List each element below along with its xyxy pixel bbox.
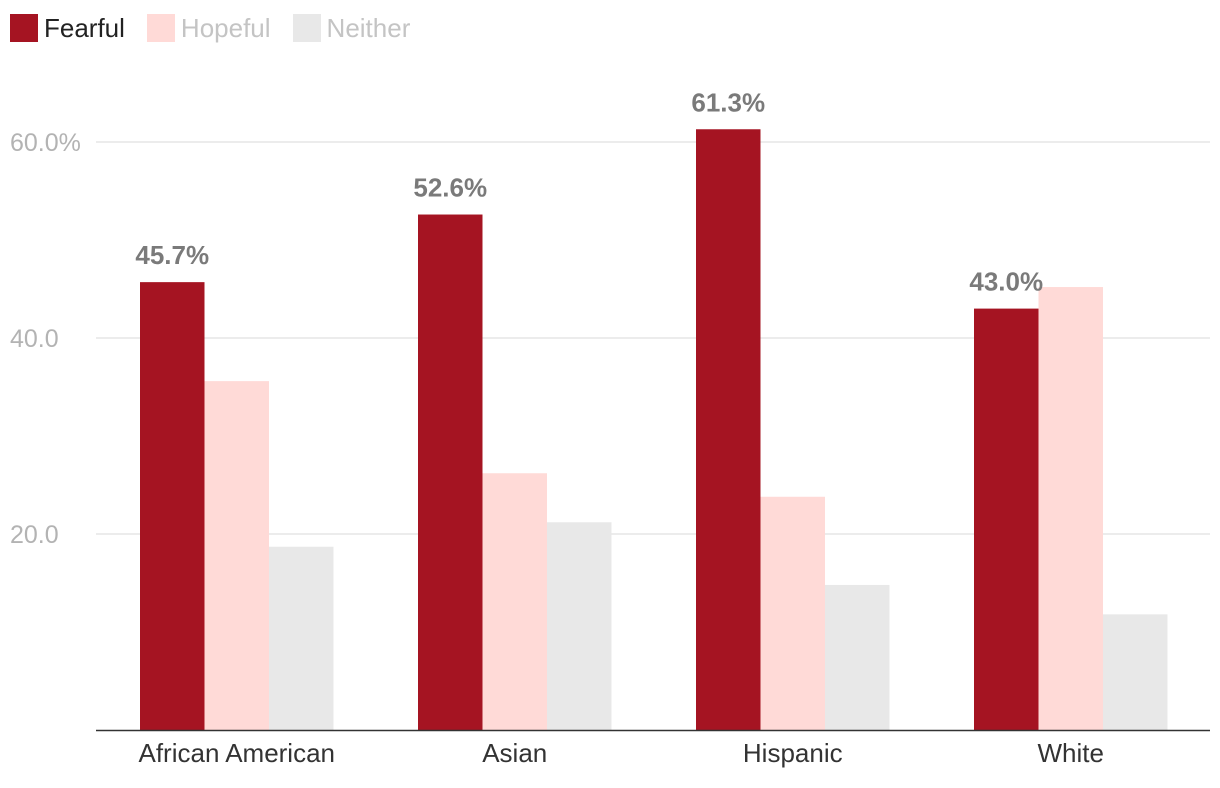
category-label-hispanic: Hispanic — [743, 738, 843, 768]
legend-label-hopeful: Hopeful — [180, 13, 271, 43]
y-tick-label-40: 40.0 — [10, 325, 59, 353]
category-label-asian: Asian — [482, 738, 547, 768]
bar-white-hopeful[interactable] — [1038, 287, 1104, 730]
bar-hispanic-neither[interactable] — [825, 584, 890, 730]
bar-african-american-fearful[interactable] — [140, 282, 205, 730]
legend-item-fearful[interactable]: Fearful — [10, 11, 125, 45]
bar-white-fearful[interactable] — [974, 308, 1039, 730]
category-label-african-american: African American — [138, 738, 335, 768]
bar-asian-hopeful[interactable] — [482, 473, 548, 730]
bar-asian-fearful[interactable] — [418, 214, 483, 730]
legend-label-neither: Neither — [326, 13, 411, 43]
data-labels: 45.7% 52.6% 61.3% 43.0% — [135, 87, 1043, 296]
bar-african-american-neither[interactable] — [269, 546, 334, 730]
category-label-white: White — [1038, 738, 1104, 768]
y-tick-label-60: 60.0% — [10, 129, 81, 157]
legend-swatch-neither — [292, 14, 321, 42]
legend-label-fearful: Fearful — [44, 13, 125, 43]
bars — [140, 129, 1168, 730]
data-label-white: 43.0% — [969, 267, 1043, 297]
bar-asian-neither[interactable] — [547, 522, 612, 730]
bar-african-american-hopeful[interactable] — [204, 381, 270, 730]
data-label-asian: 52.6% — [413, 173, 487, 203]
bar-white-neither[interactable] — [1103, 614, 1168, 730]
data-label-hispanic: 61.3% — [691, 87, 765, 117]
data-label-african-american: 45.7% — [135, 240, 209, 270]
y-axis-ticks: 20.0 40.0 60.0% — [10, 129, 81, 549]
legend-item-hopeful[interactable]: Hopeful — [146, 11, 271, 45]
legend-swatch-fearful — [10, 14, 38, 42]
bar-hispanic-fearful[interactable] — [696, 129, 761, 730]
bar-hispanic-hopeful[interactable] — [760, 496, 826, 730]
x-axis-categories: African American Asian Hispanic White — [138, 738, 1104, 768]
chart-legend: Fearful Hopeful Neither — [10, 10, 432, 46]
legend-item-neither[interactable]: Neither — [292, 11, 411, 45]
y-tick-label-20: 20.0 — [10, 521, 59, 549]
legend-swatch-hopeful — [146, 14, 175, 42]
